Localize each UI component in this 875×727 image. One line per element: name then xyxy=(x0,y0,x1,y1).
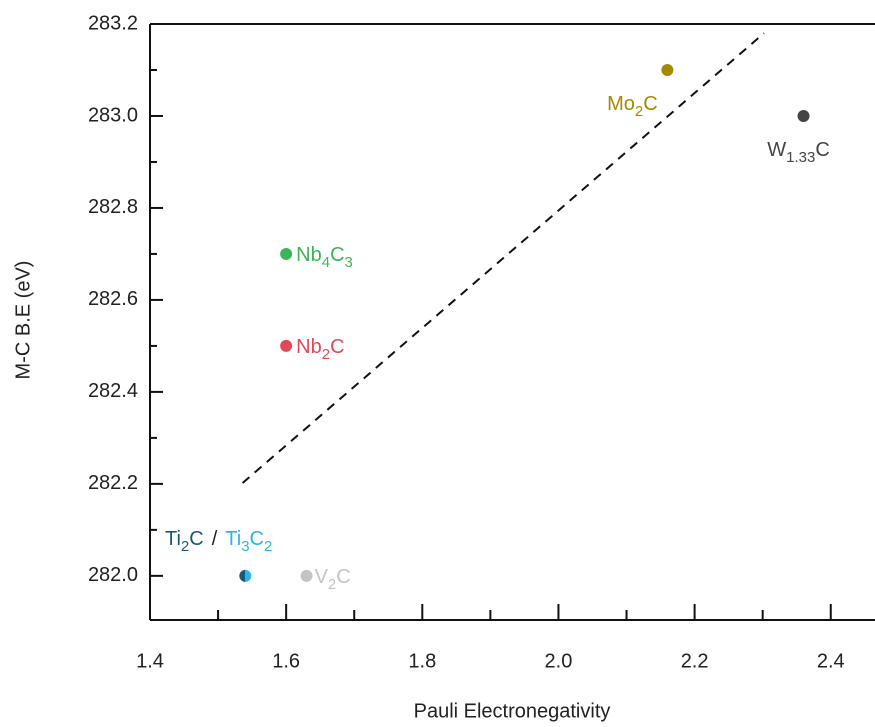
label-part: 4 xyxy=(322,254,330,271)
point xyxy=(300,569,313,582)
label-part: C xyxy=(336,566,350,588)
y-tick-label: 283.0 xyxy=(88,104,138,126)
label-part: Ti xyxy=(165,528,181,550)
label-part: V xyxy=(315,566,329,588)
label-part: C xyxy=(189,528,203,550)
point-label: Mo2C xyxy=(607,93,658,120)
label-part: Nb xyxy=(296,336,322,358)
y-tick-label: 282.6 xyxy=(88,288,138,310)
x-axis-title: Pauli Electronegativity xyxy=(414,700,611,722)
label-part: C xyxy=(815,139,829,161)
label-part: 2 xyxy=(322,346,330,363)
point-label: Nb4C3 xyxy=(296,244,353,271)
point xyxy=(280,247,293,260)
point-label: Nb2C xyxy=(296,336,344,363)
label-part: W xyxy=(767,139,786,161)
y-axis-title: M-C B.E (eV) xyxy=(12,261,34,380)
y-tick-label: 282.4 xyxy=(88,380,138,402)
y-tick-label: 283.2 xyxy=(88,12,138,34)
point xyxy=(661,63,674,76)
point-half xyxy=(245,569,252,582)
y-tick-label: 282.0 xyxy=(88,564,138,586)
point-label: V2C xyxy=(315,566,351,593)
y-tick-label: 282.8 xyxy=(88,196,138,218)
label-part: 2 xyxy=(635,103,643,120)
label-part: 3 xyxy=(241,538,249,555)
label-part: C xyxy=(250,528,264,550)
point xyxy=(797,109,810,122)
point-label: Ti2C xyxy=(165,528,204,555)
x-tick-label: 1.6 xyxy=(272,650,300,672)
label-part: 2 xyxy=(181,538,189,555)
label-part: C xyxy=(330,244,344,266)
x-tick-label: 1.8 xyxy=(408,650,436,672)
label-part: Ti xyxy=(225,528,241,550)
label-part: 1.33 xyxy=(786,149,815,166)
label-separator: / xyxy=(212,528,218,550)
label-part: 2 xyxy=(328,576,336,593)
label-part: Nb xyxy=(296,244,322,266)
label-part: 2 xyxy=(264,538,272,555)
label-part: C xyxy=(643,93,657,115)
label-part: C xyxy=(330,336,344,358)
fit-line xyxy=(241,32,765,484)
y-tick-label: 282.2 xyxy=(88,472,138,494)
x-tick-label: 2.4 xyxy=(817,650,845,672)
point-label: Ti3C2 xyxy=(225,528,272,555)
point-label: W1.33C xyxy=(767,139,830,166)
point xyxy=(280,339,293,352)
x-tick-label: 2.2 xyxy=(681,650,709,672)
x-tick-label: 2.0 xyxy=(545,650,573,672)
point-half xyxy=(239,569,246,582)
label-part: 3 xyxy=(345,254,353,271)
x-tick-label: 1.4 xyxy=(136,650,164,672)
label-part: Mo xyxy=(607,93,635,115)
